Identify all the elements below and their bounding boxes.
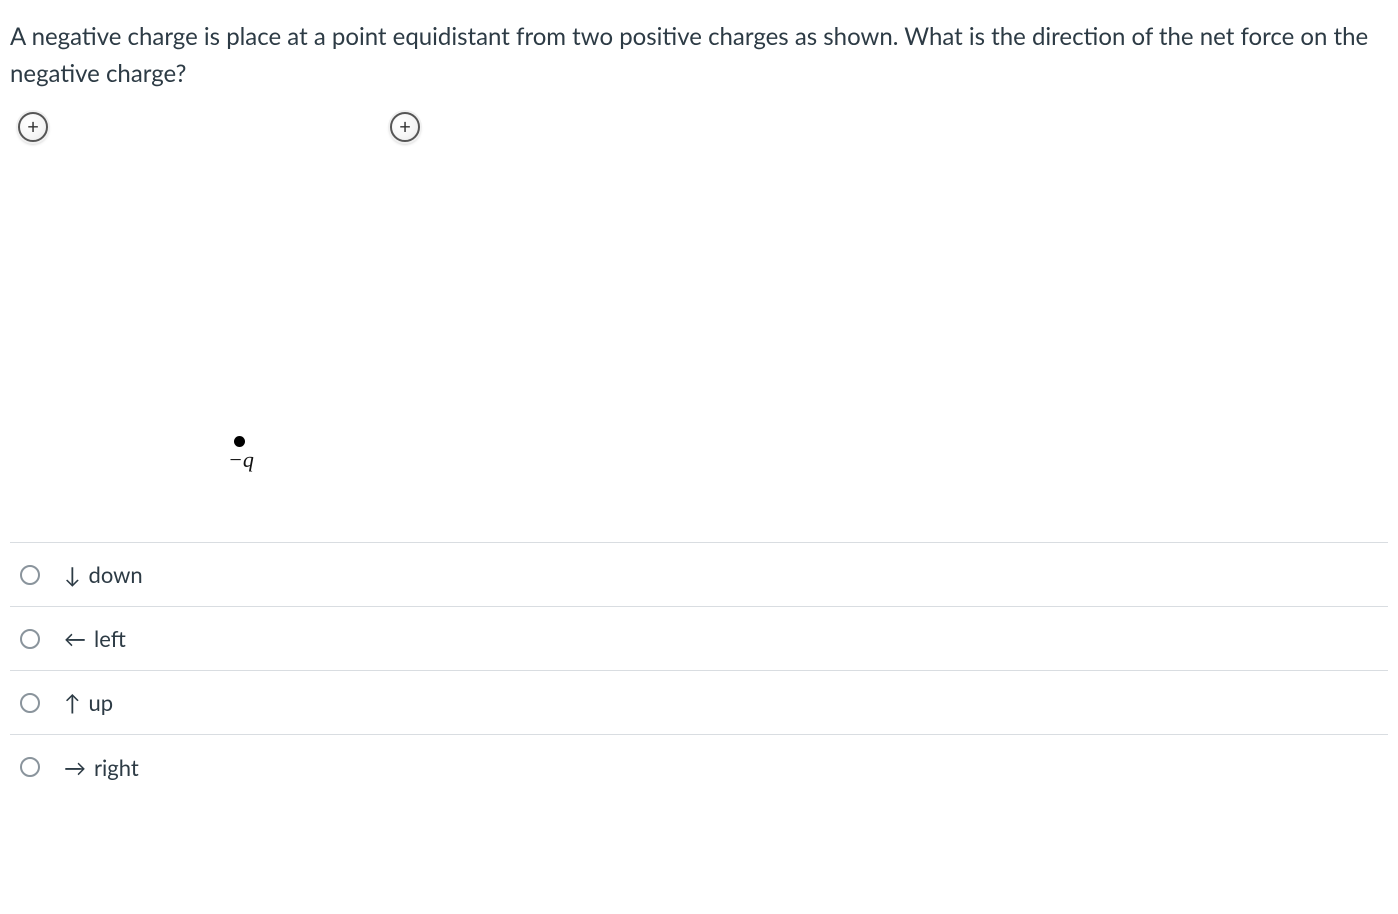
option-right[interactable]: → right — [10, 735, 1388, 799]
arrow-up-icon: ↑ — [64, 689, 81, 716]
answer-options: ↓ down ← left ↑ up → right — [10, 542, 1388, 799]
positive-charge-left: + — [18, 112, 48, 142]
option-label: → right — [64, 754, 139, 781]
option-up[interactable]: ↑ up — [10, 671, 1388, 735]
negative-charge: −q — [226, 436, 254, 473]
option-text: down — [89, 561, 143, 588]
question-text: A negative charge is place at a point eq… — [10, 18, 1388, 92]
radio-button[interactable] — [20, 629, 40, 649]
option-label: ← left — [64, 625, 126, 652]
positive-charge-right: + — [390, 112, 420, 142]
option-text: up — [89, 689, 114, 716]
option-left[interactable]: ← left — [10, 607, 1388, 671]
radio-button[interactable] — [20, 693, 40, 713]
option-text: right — [94, 754, 139, 781]
arrow-left-icon: ← — [64, 625, 86, 652]
option-text: left — [94, 625, 126, 652]
arrow-down-icon: ↓ — [64, 561, 81, 588]
radio-button[interactable] — [20, 565, 40, 585]
arrow-right-icon: → — [64, 754, 86, 781]
charge-diagram: + + −q — [10, 112, 510, 522]
option-label: ↓ down — [64, 561, 143, 588]
radio-button[interactable] — [20, 757, 40, 777]
negative-charge-dot — [234, 436, 245, 447]
plus-icon: + — [399, 117, 411, 137]
negative-charge-label: −q — [228, 447, 254, 473]
option-label: ↑ up — [64, 689, 113, 716]
quiz-question-page: A negative charge is place at a point eq… — [0, 0, 1398, 809]
option-down[interactable]: ↓ down — [10, 543, 1388, 607]
plus-icon: + — [27, 117, 39, 137]
